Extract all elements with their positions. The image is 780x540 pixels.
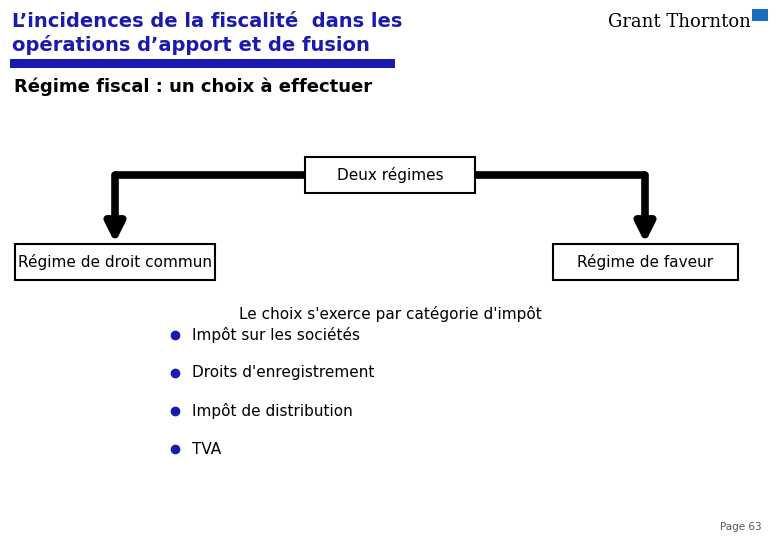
Text: Régime de droit commun: Régime de droit commun	[18, 254, 212, 270]
Text: Deux régimes: Deux régimes	[337, 167, 443, 183]
Text: Régime fiscal : un choix à effectuer: Régime fiscal : un choix à effectuer	[14, 78, 372, 97]
Text: Impôt sur les sociétés: Impôt sur les sociétés	[192, 327, 360, 343]
Text: Régime de faveur: Régime de faveur	[577, 254, 713, 270]
Text: Droits d'enregistrement: Droits d'enregistrement	[192, 366, 374, 381]
Text: Grant Thornton: Grant Thornton	[608, 13, 751, 31]
Text: opérations d’apport et de fusion: opérations d’apport et de fusion	[12, 35, 370, 55]
Text: Impôt de distribution: Impôt de distribution	[192, 403, 353, 419]
Bar	[10, 59, 395, 68]
FancyBboxPatch shape	[752, 9, 768, 21]
Text: TVA: TVA	[192, 442, 221, 456]
Bar	[15, 244, 215, 280]
Bar	[552, 244, 738, 280]
Text: Page 63: Page 63	[721, 522, 762, 532]
Text: L’incidences de la fiscalité  dans les: L’incidences de la fiscalité dans les	[12, 12, 402, 31]
Text: Le choix s'exerce par catégorie d'impôt: Le choix s'exerce par catégorie d'impôt	[239, 306, 541, 322]
Bar	[305, 157, 475, 193]
